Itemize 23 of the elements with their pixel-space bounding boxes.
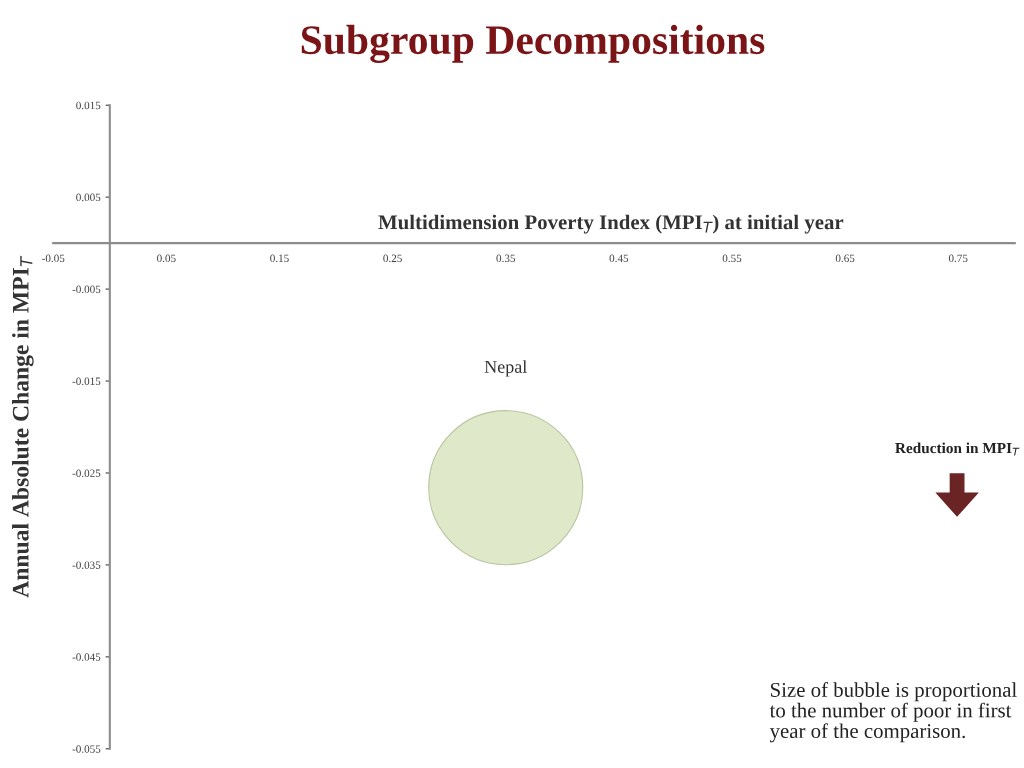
x-tick-label: 0.45: [609, 254, 629, 263]
x-tick-label: 0.15: [270, 254, 289, 263]
x-axis-title: Multidimension Poverty Index (MPI$_{T}$) at initial year: [378, 214, 844, 234]
x-tick-label: 0.25: [383, 254, 402, 263]
x-tick-label: 0.05: [157, 254, 176, 263]
y-tick-label: -0.005: [72, 285, 101, 294]
x-tick-label: 0.75: [948, 254, 968, 263]
x-tick-label: 0.55: [722, 254, 742, 263]
annotation: Reduction in MPI$_{T}$: [895, 442, 1020, 456]
y-tick-label: -0.015: [72, 377, 101, 386]
y-tick-label: 0.005: [76, 193, 101, 202]
y-axis-title: Annual Absolute Change in MPI$_{T}$: [12, 255, 34, 598]
y-tick-label: -0.035: [72, 561, 101, 569]
y-tick-label: 0.015: [76, 101, 101, 110]
annotation: Size of bubble is proportional to the number of poor in first year of the comparison.: [769, 682, 1017, 743]
y-tick-label: -0.055: [72, 745, 101, 753]
chart-title: Subgroup Decompositions: [301, 24, 765, 63]
text: Nepal: [484, 360, 527, 377]
x-tick-label: -0.05: [42, 254, 65, 263]
x-tick-label: 0.65: [835, 254, 855, 263]
y-tick-label: -0.045: [72, 653, 101, 661]
y-tick-label: -0.025: [72, 469, 101, 477]
x-tick-label: 0.35: [496, 254, 516, 263]
